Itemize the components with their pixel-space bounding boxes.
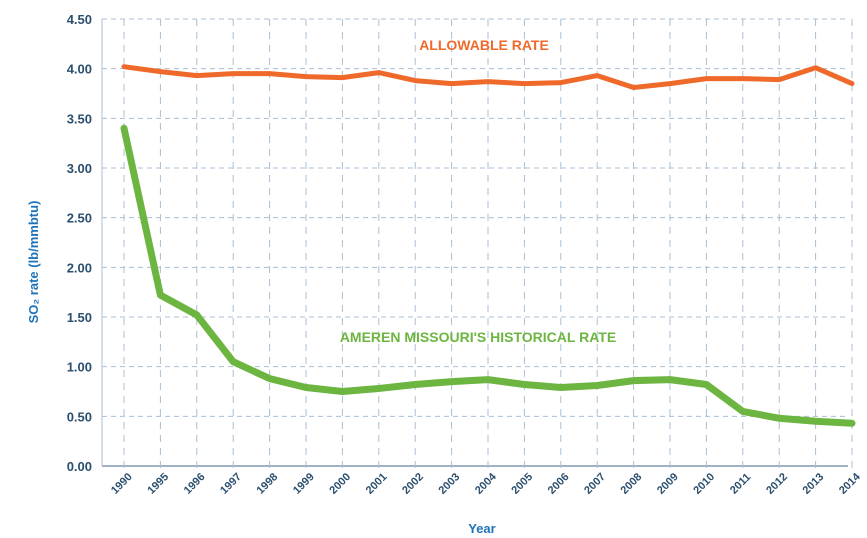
series-line-historical-rate: [120, 124, 856, 427]
y-tick-label: 3.00: [67, 161, 92, 176]
x-tick-label: 2012: [764, 471, 790, 497]
x-axis-title: Year: [468, 521, 495, 536]
y-tick-label: 4.00: [67, 62, 92, 77]
x-tick-label: 2003: [437, 471, 463, 497]
x-tick-label: 2008: [619, 471, 645, 497]
y-tick-label: 2.00: [67, 260, 92, 275]
x-tick-label: 2006: [546, 471, 572, 497]
y-tick-label: 0.50: [67, 409, 92, 424]
y-tick-label: 1.00: [67, 360, 92, 375]
x-tick-label: 2014: [837, 470, 863, 496]
x-tick-label: 2013: [801, 471, 827, 497]
x-tick-label: 1995: [145, 471, 171, 497]
series-line-allowable-rate: [121, 64, 855, 90]
x-tick-label: 2004: [473, 470, 499, 496]
y-axis-title: SO₂ rate (lb/mmbtu): [26, 201, 41, 324]
x-tick-label: 2011: [728, 471, 753, 496]
x-tick-label: 2010: [691, 471, 717, 497]
y-tick-label: 3.50: [67, 111, 92, 126]
x-tick-label: 1998: [255, 471, 281, 497]
y-tick-label: 1.50: [67, 310, 92, 325]
x-tick-label: 1997: [218, 471, 244, 497]
x-tick-label: 1996: [182, 471, 208, 497]
x-tick-label: 2002: [400, 471, 426, 497]
x-tick-label: 2005: [509, 471, 535, 497]
x-tick-label: 1999: [291, 471, 317, 497]
x-tick-label: 2007: [582, 471, 608, 497]
series-label-historical: AMEREN MISSOURI'S HISTORICAL RATE: [340, 329, 616, 345]
y-tick-label: 0.00: [67, 459, 92, 474]
x-tick-label: 2000: [327, 471, 353, 497]
x-tick-label: 2001: [364, 471, 390, 497]
grid-lines: [101, 18, 853, 474]
y-tick-label: 2.50: [67, 211, 92, 226]
x-tick-label: 1990: [109, 471, 135, 497]
series-label-allowable: ALLOWABLE RATE: [419, 37, 549, 53]
y-axis-ticks: 0.00 0.50 1.00 1.50 2.00 2.50 3.00 3.50 4.00 4.50: [67, 12, 92, 474]
y-tick-label: 4.50: [67, 12, 92, 27]
series-lines: [120, 64, 856, 427]
x-tick-label: 2009: [655, 471, 681, 497]
x-axis-ticks: 1990 1995 1996 1997 1998 1999 2000 2001 2002 2003…: [109, 470, 863, 496]
